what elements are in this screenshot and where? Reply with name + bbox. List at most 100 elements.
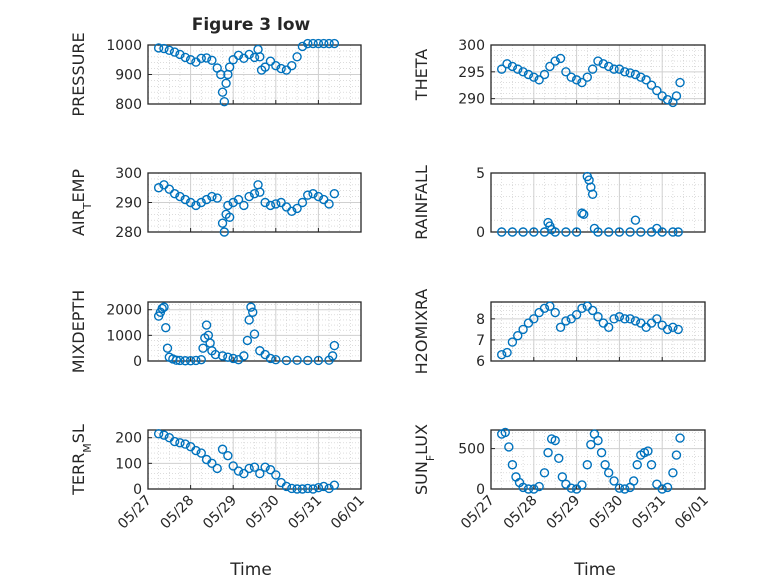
data-point (303, 355, 313, 366)
data-point (233, 50, 244, 61)
subplot-pressure: 800 900 1000 PRESSURE (69, 32, 362, 117)
data-point (566, 483, 576, 493)
data-point (271, 355, 281, 365)
data-point (308, 38, 318, 49)
data-point (554, 453, 564, 463)
data-point (153, 429, 164, 439)
data-point (217, 351, 228, 361)
data-point (265, 353, 276, 364)
axes-frame (490, 429, 706, 490)
data-point (582, 72, 592, 82)
data-point (545, 301, 555, 311)
data-point (523, 69, 534, 80)
x-tick-label: 05/31 (629, 493, 669, 533)
data-point (632, 460, 642, 470)
y-tick-label: 0 (476, 225, 485, 241)
data-point (221, 78, 231, 89)
data-point (662, 324, 673, 335)
axes-frame (490, 301, 706, 362)
data-point (191, 200, 201, 211)
data-point (249, 462, 260, 472)
data-point (561, 67, 571, 77)
subplot-rainfall: 0 5 RAINFALL (412, 165, 706, 241)
data-point (248, 307, 258, 317)
subplot-sun-flux: 0 500 05/27 05/28 05/29 05/30 05/31 06/01 SUNFLU… (412, 424, 712, 532)
x-tick-label: 05/30 (243, 493, 283, 533)
data-point (539, 69, 550, 80)
x-tick-label: 05/31 (285, 493, 325, 533)
y-axis-label: RAINFALL (412, 165, 431, 240)
data-point (175, 355, 185, 366)
data-point (265, 200, 276, 211)
data-point (228, 461, 238, 471)
data-point (513, 331, 523, 341)
y-axis-label: THETA (412, 49, 431, 101)
data-point (246, 302, 256, 312)
data-point (604, 322, 614, 332)
x-tick-label: 05/27 (458, 493, 498, 533)
x-tick-label: 05/28 (158, 493, 198, 533)
x-tick-label: 06/01 (672, 493, 712, 533)
data-point (518, 324, 528, 335)
y-axis-label: MIXDEPTH (69, 290, 88, 373)
data-point (543, 447, 553, 458)
data-point (201, 53, 212, 63)
data-point (292, 355, 302, 365)
data-point (630, 215, 641, 225)
data-point (550, 435, 560, 446)
data-point (500, 427, 510, 438)
data-point (292, 203, 302, 214)
y-tick-label: 5 (476, 166, 485, 182)
y-axis-label: TERRMSL (69, 424, 94, 496)
data-point (292, 484, 302, 494)
data-point (207, 458, 217, 469)
axes-frame (147, 429, 362, 490)
y-axis-label: AIRTEMP (69, 169, 94, 236)
data-point (630, 316, 641, 326)
data-point (673, 324, 683, 335)
y-tick-label: 900 (115, 68, 142, 84)
data-point (643, 446, 653, 456)
plot-area (491, 173, 705, 232)
data-point (675, 433, 685, 443)
data-point (303, 38, 313, 49)
data-point (550, 56, 560, 66)
data-point (265, 465, 276, 475)
data-point (297, 484, 308, 494)
data-point (313, 38, 324, 49)
data-point (497, 227, 507, 237)
data-point (191, 445, 201, 456)
data-point (609, 314, 619, 324)
data-point (561, 316, 571, 326)
subplot-theta: 290 295 300 THETA (412, 38, 706, 108)
data-point (157, 303, 167, 314)
data-point (303, 190, 313, 200)
data-point (504, 442, 514, 452)
data-point (153, 43, 164, 53)
data-point (671, 450, 682, 460)
data-point (555, 53, 566, 64)
data-point (255, 187, 265, 197)
data-point (582, 460, 592, 470)
data-point (598, 59, 609, 69)
data-point (271, 470, 281, 480)
data-point (162, 343, 173, 353)
data-point (555, 322, 566, 332)
data-point (668, 468, 678, 478)
data-point (596, 447, 607, 458)
data-point (507, 227, 518, 237)
data-point (196, 53, 206, 63)
data-point (604, 468, 614, 478)
x-tick-label: 05/28 (501, 493, 541, 533)
subplot-terr-msl: 0 100 200 05/27 05/28 05/29 05/30 05/31 06/01 TER… (69, 424, 368, 532)
data-point (628, 476, 639, 486)
y-tick-label: 100 (115, 456, 142, 472)
subplot-h2omixra: 6 7 8 H2OMIXRA (412, 289, 706, 374)
data-point (228, 353, 238, 364)
data-point (161, 322, 171, 333)
data-point (198, 343, 208, 353)
data-point (577, 480, 587, 490)
x-tick-label: 05/29 (200, 493, 240, 533)
y-tick-label: 280 (115, 225, 142, 241)
data-point (529, 227, 539, 237)
